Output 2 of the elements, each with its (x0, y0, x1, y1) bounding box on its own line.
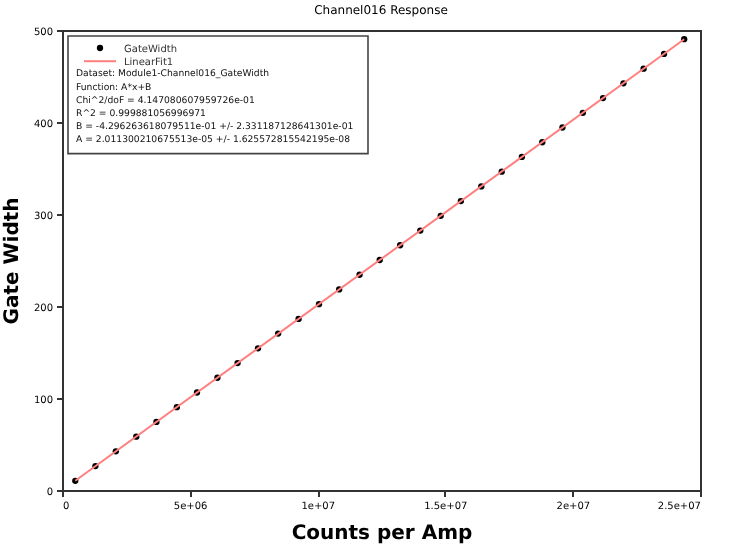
x-axis-title: Counts per Amp (291, 523, 473, 545)
y-axis-title: Gate Width (1, 197, 24, 325)
